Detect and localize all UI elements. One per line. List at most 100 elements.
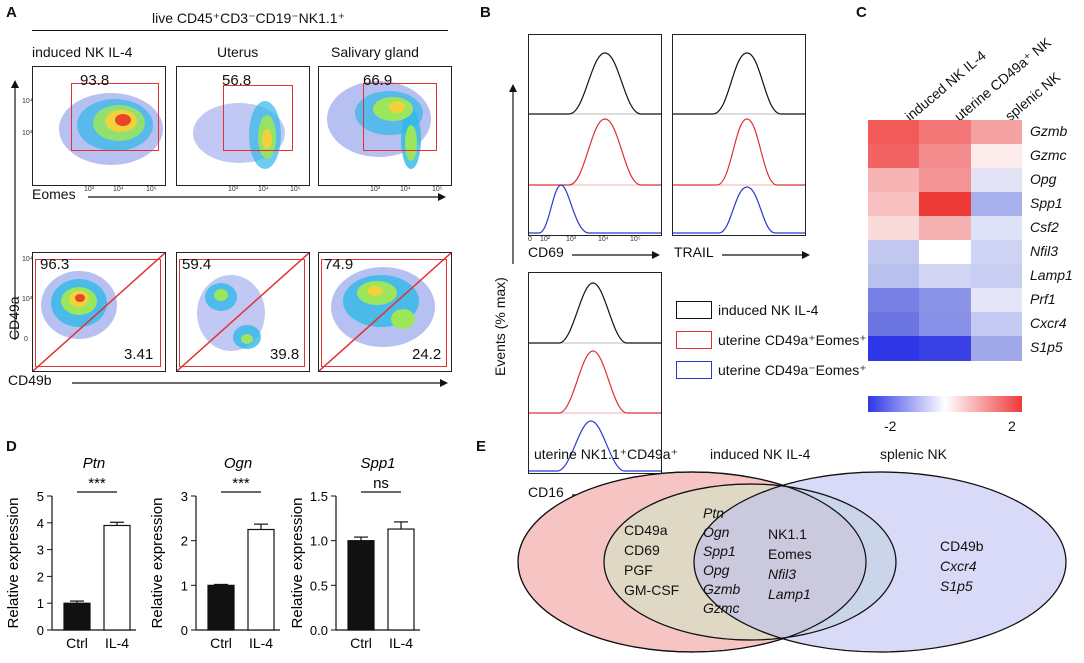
- y-tick-label: 4: [37, 516, 44, 531]
- heatmap-gene-label: Cxcr4: [1030, 315, 1067, 331]
- y-axis-label: Relative expression: [149, 498, 166, 629]
- chart-title: Ptn: [83, 455, 106, 472]
- venn-item: PGF: [624, 562, 653, 578]
- histogram-trace: [529, 350, 661, 414]
- color-scale-bar: [868, 396, 1022, 412]
- x-tick: 10³: [370, 186, 381, 193]
- x-axis-label-cd49b: CD49b: [8, 372, 52, 388]
- venn-label-splenic: splenic NK: [880, 446, 947, 462]
- chart-title: Spp1: [360, 455, 395, 472]
- heatmap-gene-label: Gzmc: [1030, 147, 1067, 163]
- venn-item: CD69: [624, 542, 660, 558]
- venn-item: Gzmc: [703, 600, 740, 616]
- heatmap-cell: [868, 216, 920, 241]
- histogram-trace: [673, 186, 805, 234]
- y-tick-label: 0.0: [310, 623, 328, 638]
- heatmap-cell: [919, 216, 972, 241]
- gate-value-lower: 39.8: [270, 346, 300, 363]
- histogram-trace: [673, 52, 805, 115]
- gate-value-upper: 74.9: [324, 256, 354, 273]
- heatmap-cell: [868, 168, 920, 193]
- x-tick-label: Ctrl: [350, 635, 372, 651]
- legend-swatch-induced: [676, 301, 712, 319]
- density-cloud: [327, 81, 431, 169]
- header-bracket: [32, 30, 448, 31]
- x-tick-label: Ctrl: [66, 635, 88, 651]
- gate: [35, 259, 161, 367]
- histogram-trace: [529, 420, 661, 472]
- venn-item: S1p5: [940, 578, 973, 594]
- heatmap-cell: [919, 144, 972, 169]
- flow-plot-uterus-cd49: [176, 252, 310, 372]
- y-axis-arrow: [509, 84, 517, 264]
- gate-value: 56.8: [222, 72, 252, 89]
- y-tick-label: 3: [181, 489, 188, 504]
- legend-swatch-uterine-pos: [676, 331, 712, 349]
- significance-label: ***: [88, 475, 106, 492]
- venn-item: Nfil3: [768, 566, 797, 582]
- gate-value: 93.8: [80, 72, 110, 89]
- venn-uterine-induced: Ptn Ogn Spp1 Opg Gzmb Gzmc: [703, 504, 740, 618]
- density-cloud: [331, 267, 435, 347]
- heatmap-cell: [868, 336, 920, 361]
- x-axis-arrow: [572, 251, 660, 259]
- heatmap-cell: [868, 144, 920, 169]
- heatmap-gene-labels: Gzmb Gzmc Opg Spp1 Csf2 Nfil3 Lamp1 Prf1 Cxcr4 S1…: [1030, 120, 1084, 360]
- x-tick: 10⁵: [146, 186, 157, 193]
- x-tick-label: IL-4: [105, 635, 129, 651]
- heatmap-gene-label: Lamp1: [1030, 267, 1073, 283]
- bar: [247, 528, 275, 631]
- heatmap-cell: [919, 312, 972, 337]
- y-axis-arrow: [11, 80, 19, 340]
- histogram-trace: [529, 282, 661, 344]
- gate: [223, 85, 293, 151]
- heatmap-cell: [970, 240, 1023, 265]
- x-axis-arrow: [722, 251, 810, 259]
- panel-label-e: E: [476, 438, 487, 455]
- venn-diagram: [517, 471, 1067, 653]
- x-tick: 10⁵: [630, 236, 641, 243]
- x-axis-arrow: [88, 193, 446, 201]
- bar: [387, 528, 415, 631]
- scale-max-label: 2: [1008, 418, 1016, 434]
- col-title-salivary: Salivary gland: [331, 44, 419, 60]
- panel-label-d: D: [6, 438, 17, 455]
- x-axis-label-eomes: Eomes: [32, 186, 76, 202]
- heatmap-cell: [868, 120, 920, 145]
- x-tick: 10⁴: [113, 186, 124, 193]
- bar: [103, 524, 131, 631]
- flow-plot-salivary-eomes: [318, 66, 452, 186]
- y-axis-label: Relative expression: [5, 498, 22, 629]
- heatmap-cell: [970, 120, 1023, 145]
- gate-value: 66.9: [363, 72, 393, 89]
- heatmap-gene-label: Gzmb: [1030, 123, 1068, 139]
- bar: [63, 602, 91, 631]
- x-tick: 10⁴: [400, 186, 411, 193]
- venn-uterine-only: CD49a CD69 PGF GM-CSF: [624, 520, 679, 600]
- heatmap-cell: [970, 168, 1023, 193]
- gate-value-lower: 3.41: [124, 346, 154, 363]
- venn-item: Opg: [703, 562, 730, 578]
- x-tick: 10³: [566, 236, 577, 243]
- venn-item: Cxcr4: [940, 558, 977, 574]
- x-tick: 10⁴: [598, 236, 609, 243]
- y-axis-label-events: Events (% max): [492, 277, 508, 376]
- x-axis-label-cd16: CD16: [528, 484, 564, 500]
- bar-charts: Ptn 0 1 2 3 4 5 Ctrl IL-4 *** Relative expression O…: [5, 455, 420, 651]
- bar: [207, 584, 235, 631]
- heatmap-gene-label: Nfil3: [1030, 243, 1059, 259]
- density-cloud: [197, 275, 265, 351]
- heatmap-cell: [868, 288, 920, 313]
- y-tick-label: 1: [37, 596, 44, 611]
- heatmap-cell: [868, 192, 920, 217]
- y-tick-label: 2: [37, 569, 44, 584]
- y-tick-label: 5: [37, 489, 44, 504]
- panel-label-a: A: [6, 4, 17, 21]
- heatmap-cell: [919, 240, 972, 265]
- x-tick: 10³: [228, 186, 239, 193]
- flow-plot-salivary-cd49: [318, 252, 452, 372]
- flow-plot-induced-eomes: [32, 66, 166, 186]
- x-tick: 10⁵: [432, 186, 443, 193]
- x-axis-label-trail: TRAIL: [674, 244, 714, 260]
- heatmap-cell: [970, 192, 1023, 217]
